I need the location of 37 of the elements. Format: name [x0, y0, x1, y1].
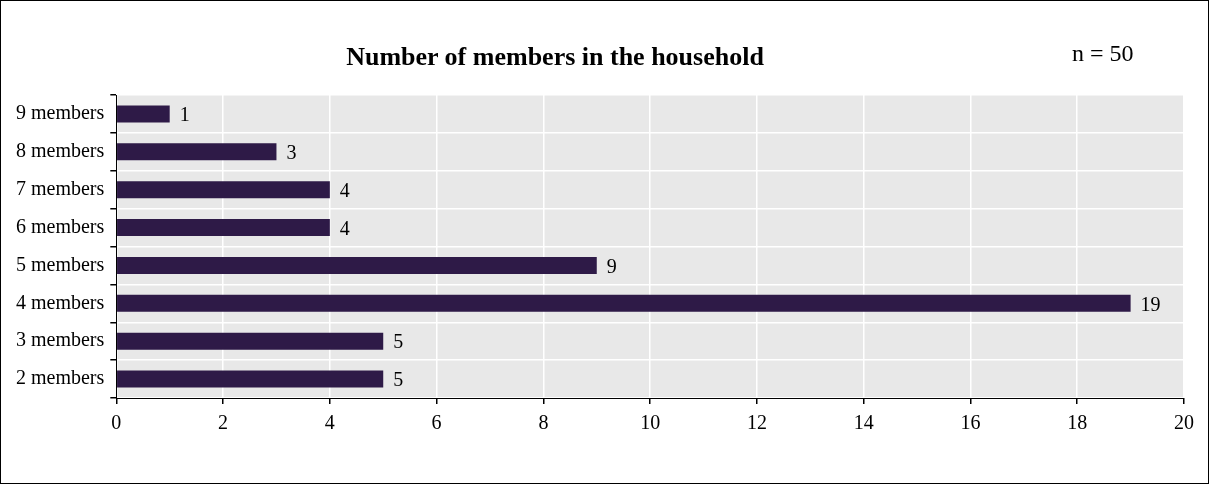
data-label: 5: [393, 330, 404, 353]
text: n = 50: [1072, 40, 1134, 67]
x-tick-label: 0: [111, 411, 122, 434]
data-label: 4: [339, 216, 350, 239]
y-tick-label: 4 members: [16, 290, 105, 313]
data-label: 3: [286, 141, 297, 164]
bar: [117, 256, 597, 274]
data-label: 9: [606, 254, 617, 277]
x-tick-label: 4: [324, 411, 335, 434]
y-tick-label: 9 members: [16, 101, 105, 124]
x-tick-label: 16: [960, 411, 981, 434]
x-tick-label: 6: [431, 411, 442, 434]
x-tick-label: 2: [218, 411, 229, 434]
x-tick-label: 14: [853, 411, 874, 434]
x-tick-label: 20: [1174, 411, 1194, 434]
bar: [117, 332, 384, 350]
data-label: 19: [1140, 292, 1161, 315]
y-tick-label: 5 members: [16, 252, 105, 275]
bar: [117, 105, 170, 123]
x-tick-label: 10: [640, 411, 661, 434]
data-label: 1: [179, 103, 190, 126]
bar: [117, 294, 1131, 312]
bar: [117, 143, 277, 161]
bar: [117, 219, 330, 237]
data-label: 4: [339, 178, 350, 201]
y-tick-label: 2 members: [16, 366, 105, 389]
bar: [117, 370, 384, 388]
x-tick-label: 12: [746, 411, 767, 434]
y-tick-label: 7 members: [16, 176, 105, 199]
x-tick-label: 18: [1067, 411, 1088, 434]
y-tick-label: 6 members: [16, 214, 105, 237]
y-tick-label: 8 members: [16, 139, 105, 162]
bar: [117, 181, 330, 199]
chart-title: Number of members in the household: [346, 42, 764, 72]
x-tick-label: 8: [538, 411, 549, 434]
data-label: 5: [393, 368, 404, 391]
y-tick-label: 3 members: [16, 328, 105, 351]
